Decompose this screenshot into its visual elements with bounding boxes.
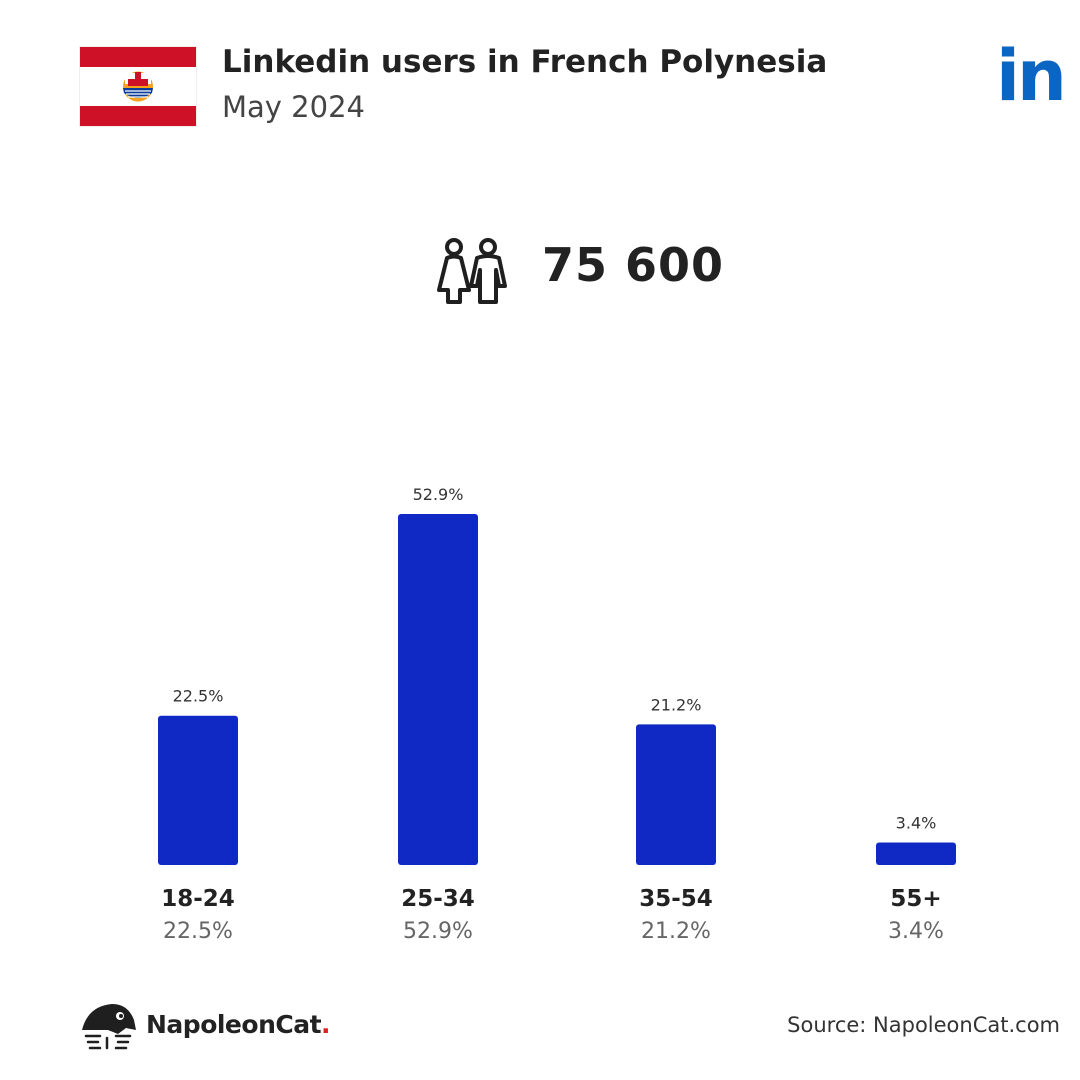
source-text: Source: NapoleonCat.com <box>787 1013 1060 1037</box>
people-icon <box>437 238 507 304</box>
category-label: 35-54 <box>639 886 713 912</box>
category-percent-label: 21.2% <box>641 919 711 944</box>
category-percent-label: 22.5% <box>163 919 233 944</box>
french-polynesia-flag <box>80 47 196 126</box>
bar-value-label: 22.5% <box>173 687 224 706</box>
bar-18-24 <box>158 715 238 865</box>
page-subtitle: May 2024 <box>222 90 365 124</box>
brand-name-text: NapoleonCat <box>146 1010 322 1039</box>
brand-dot: . <box>321 1010 331 1039</box>
napoleoncat-logo-icon <box>82 1004 136 1050</box>
brand-name: NapoleonCat. <box>146 1010 331 1039</box>
category-label: 25-34 <box>401 886 475 912</box>
category-label: 55+ <box>890 886 941 912</box>
age-distribution-chart: 22.5% 18-24 22.5% 52.9% 25-34 52.9% 21.2% 35-54… <box>158 485 956 944</box>
category-percent-label: 52.9% <box>403 919 473 944</box>
linkedin-logo: in <box>996 35 1067 117</box>
category-percent-label: 3.4% <box>888 919 944 944</box>
bar-value-label: 3.4% <box>896 813 937 832</box>
bar-value-label: 52.9% <box>413 485 464 504</box>
page-title: Linkedin users in French Polynesia <box>222 44 828 80</box>
bar-55+ <box>876 842 956 865</box>
total-users: 75 600 <box>542 238 725 292</box>
bar-value-label: 21.2% <box>651 695 702 714</box>
bar-25-34 <box>398 514 478 865</box>
bar-35-54 <box>636 724 716 865</box>
category-label: 18-24 <box>161 886 235 912</box>
